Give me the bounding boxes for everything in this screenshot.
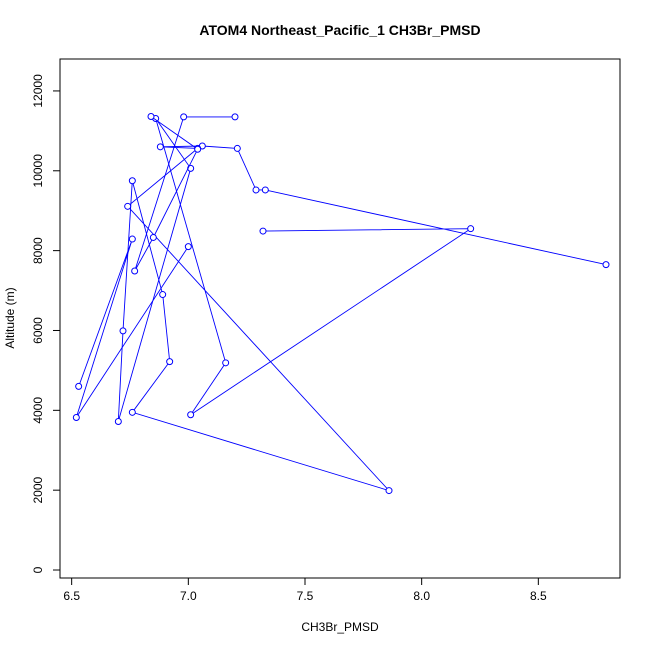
data-point: [119, 327, 127, 335]
data-point: [385, 487, 393, 495]
data-point: [222, 359, 230, 367]
data-point: [149, 233, 157, 241]
y-tick-label: 8000: [31, 237, 45, 264]
x-tick-label: 8.5: [530, 589, 547, 603]
series-line: [75, 238, 189, 418]
data-point: [114, 418, 122, 426]
data-point: [72, 414, 80, 422]
data-point: [180, 113, 188, 121]
data-point: [159, 291, 167, 299]
chart-title: ATOM4 Northeast_Pacific_1 CH3Br_PMSD: [199, 22, 480, 38]
data-point: [194, 145, 202, 153]
y-tick-label: 0: [31, 566, 45, 573]
y-tick-label: 4000: [31, 397, 45, 424]
data-point: [128, 235, 136, 243]
y-tick-label: 10000: [31, 154, 45, 188]
y-axis-label: Altitude (m): [3, 287, 17, 348]
data-point: [602, 261, 610, 269]
x-tick-label: 7.0: [180, 589, 197, 603]
y-axis: 0 2000 4000 6000 8000 10000 12000: [31, 74, 61, 573]
series-line: [134, 116, 235, 272]
x-axis: 6.5 7.0 7.5 8.0 8.5: [63, 577, 547, 603]
data-point: [259, 227, 267, 235]
data-point: [187, 411, 195, 419]
y-tick-label: 12000: [31, 74, 45, 108]
data-point: [252, 186, 260, 194]
data-point: [124, 202, 132, 210]
data-point: [128, 177, 136, 185]
data-point: [166, 358, 174, 366]
data-point: [147, 112, 155, 120]
y-tick-label: 6000: [31, 317, 45, 344]
data-point: [231, 113, 239, 121]
series-layer: [72, 112, 610, 495]
data-point: [75, 382, 83, 390]
y-tick-label: 2000: [31, 476, 45, 503]
x-tick-label: 8.0: [413, 589, 430, 603]
data-point: [261, 186, 269, 194]
data-point: [128, 408, 136, 416]
x-tick-label: 7.5: [297, 589, 314, 603]
data-point: [467, 225, 475, 233]
data-point: [184, 243, 192, 251]
data-point: [187, 164, 195, 172]
data-point: [233, 144, 241, 152]
x-tick-label: 6.5: [63, 589, 80, 603]
data-point: [156, 143, 164, 151]
data-point: [131, 267, 139, 275]
x-axis-label: CH3Br_PMSD: [301, 620, 379, 634]
